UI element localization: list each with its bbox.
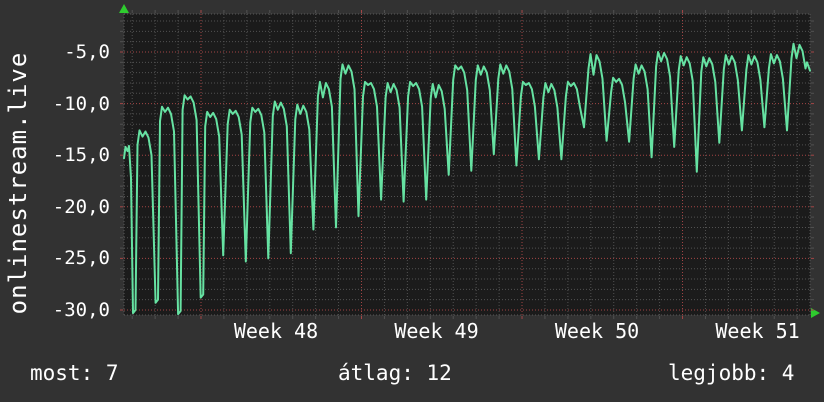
y-axis-arrow-icon [119, 4, 129, 13]
x-axis-week-label: Week 48 [233, 319, 319, 343]
x-axis-week-label: Week 50 [554, 319, 640, 343]
y-axis-tick-label: -5,0 [64, 41, 110, 63]
x-axis-week-label: Week 51 [715, 319, 800, 343]
stat-most: most: 7 [30, 361, 119, 385]
chart-plot-area [120, 10, 814, 319]
y-axis-tick-label: -10,0 [52, 92, 110, 115]
site-label: onlinestream.live [4, 51, 32, 315]
y-axis-tick-label: -30,0 [52, 299, 110, 321]
chart-svg [120, 10, 814, 319]
stat-legjobb: legjobb: 4 [668, 361, 795, 385]
x-axis-week-label: Week 49 [394, 319, 479, 343]
y-axis-tick-label: -25,0 [52, 247, 110, 270]
y-axis-tick-label: -20,0 [52, 195, 110, 218]
x-axis-arrow-icon [811, 308, 820, 318]
stat-atlag: átlag: 12 [338, 361, 452, 385]
data-series-line [123, 42, 811, 316]
y-axis-tick-label: -15,0 [52, 144, 110, 167]
